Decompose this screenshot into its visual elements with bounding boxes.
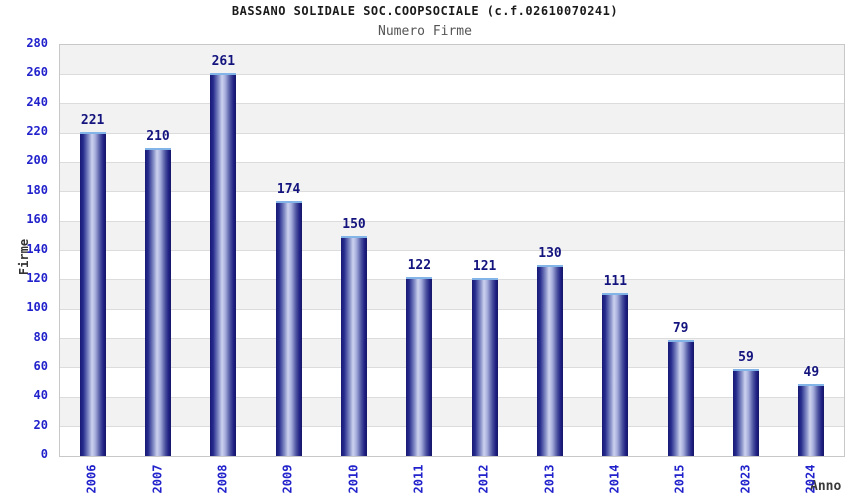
x-tick-label: 2024 [780,458,840,500]
x-tick-label: 2008 [192,458,252,500]
bar-value-label: 111 [603,274,628,290]
y-tick-label: 40 [33,388,48,403]
chart-title: BASSANO SOLIDALE SOC.COOPSOCIALE (c.f.02… [231,4,619,18]
x-tick-label-text: 2024 [803,464,818,494]
y-tick-label: 100 [26,300,48,315]
x-tick-label-text: 2006 [84,464,99,494]
gridline [60,250,844,251]
plot-area: 221 210 261 174 150 122 121 130 111 79 59 49 [59,44,845,457]
x-tick-label: 2007 [127,458,187,500]
plot-band [60,221,844,251]
bar [733,369,759,456]
plot-band [60,162,844,192]
bar [275,200,302,456]
x-tick-label: 2015 [650,458,710,500]
x-tick-label-text: 2007 [150,464,164,494]
bar [406,276,433,456]
bar-value-label: 49 [803,365,820,381]
x-tick-label: 2009 [258,458,318,500]
bar [210,72,237,456]
gridline [60,132,844,134]
plot-band [60,279,844,310]
bar [667,340,694,456]
bar [537,265,563,456]
x-tick-label: 2013 [519,458,579,500]
plot-band [60,103,844,134]
bar [341,235,367,456]
bar-value-label: 174 [276,181,301,197]
bar-value-label: 122 [407,257,432,273]
bar [145,147,171,456]
x-tick-label-text: 2009 [280,464,295,494]
plot-band [60,397,844,427]
gridline [60,161,844,163]
gridline [60,220,844,222]
y-tick-label: 280 [26,36,48,50]
y-tick-label: 120 [26,270,48,285]
x-tick-label: 2011 [388,458,448,500]
x-tick-label-text: 2010 [346,464,360,494]
gridline [60,279,844,281]
y-tick-label: 140 [26,241,48,256]
gridline [60,103,844,105]
plot-band [60,45,844,75]
bar-value-label: 59 [738,350,754,366]
x-tick-label-text: 2014 [607,464,622,494]
y-tick-label: 20 [33,417,48,432]
gridline [60,73,844,75]
x-tick-label-text: 2015 [672,464,687,494]
x-tick-label-text: 2011 [411,464,426,494]
x-tick-label: 2012 [454,458,514,500]
y-tick-label: 220 [26,124,48,139]
gridline [60,426,844,428]
bar [602,293,629,456]
x-tick-label-text: 2012 [476,464,491,494]
bar-value-label: 221 [80,112,105,128]
bar [79,131,106,456]
x-tick-label: 2006 [62,458,122,500]
gridline [60,191,844,193]
y-tick-label: 160 [26,212,48,227]
bar-value-label: 130 [538,246,562,262]
y-tick-label: 180 [26,182,48,197]
bar-value-label: 121 [472,259,497,275]
gridline [60,308,844,310]
x-tick-label-text: 2013 [542,464,556,494]
x-tick-label-text: 2023 [738,464,752,494]
y-tick-label: 260 [26,65,48,80]
y-tick-label: 80 [33,329,48,344]
chart-subtitle: Numero Firme [378,24,472,39]
x-axis-title: Anno [810,479,842,494]
gridline [60,396,844,398]
bar [798,384,825,456]
y-tick-label: 200 [26,153,48,168]
x-tick-label: 2014 [584,458,644,500]
x-tick-label-text: 2008 [215,464,230,494]
x-tick-label: 2010 [323,458,383,500]
plot-band [60,338,844,368]
y-tick-label: 0 [40,447,48,461]
bar-value-label: 261 [211,53,236,69]
gridline [60,338,844,340]
bar-value-label: 79 [672,321,689,337]
bar-value-label: 150 [342,216,366,232]
x-tick-label: 2023 [715,458,775,500]
bar-value-label: 210 [146,128,170,144]
y-tick-label: 240 [26,94,48,109]
y-tick-label: 60 [33,358,48,373]
gridline [60,367,844,369]
bar [471,278,498,456]
